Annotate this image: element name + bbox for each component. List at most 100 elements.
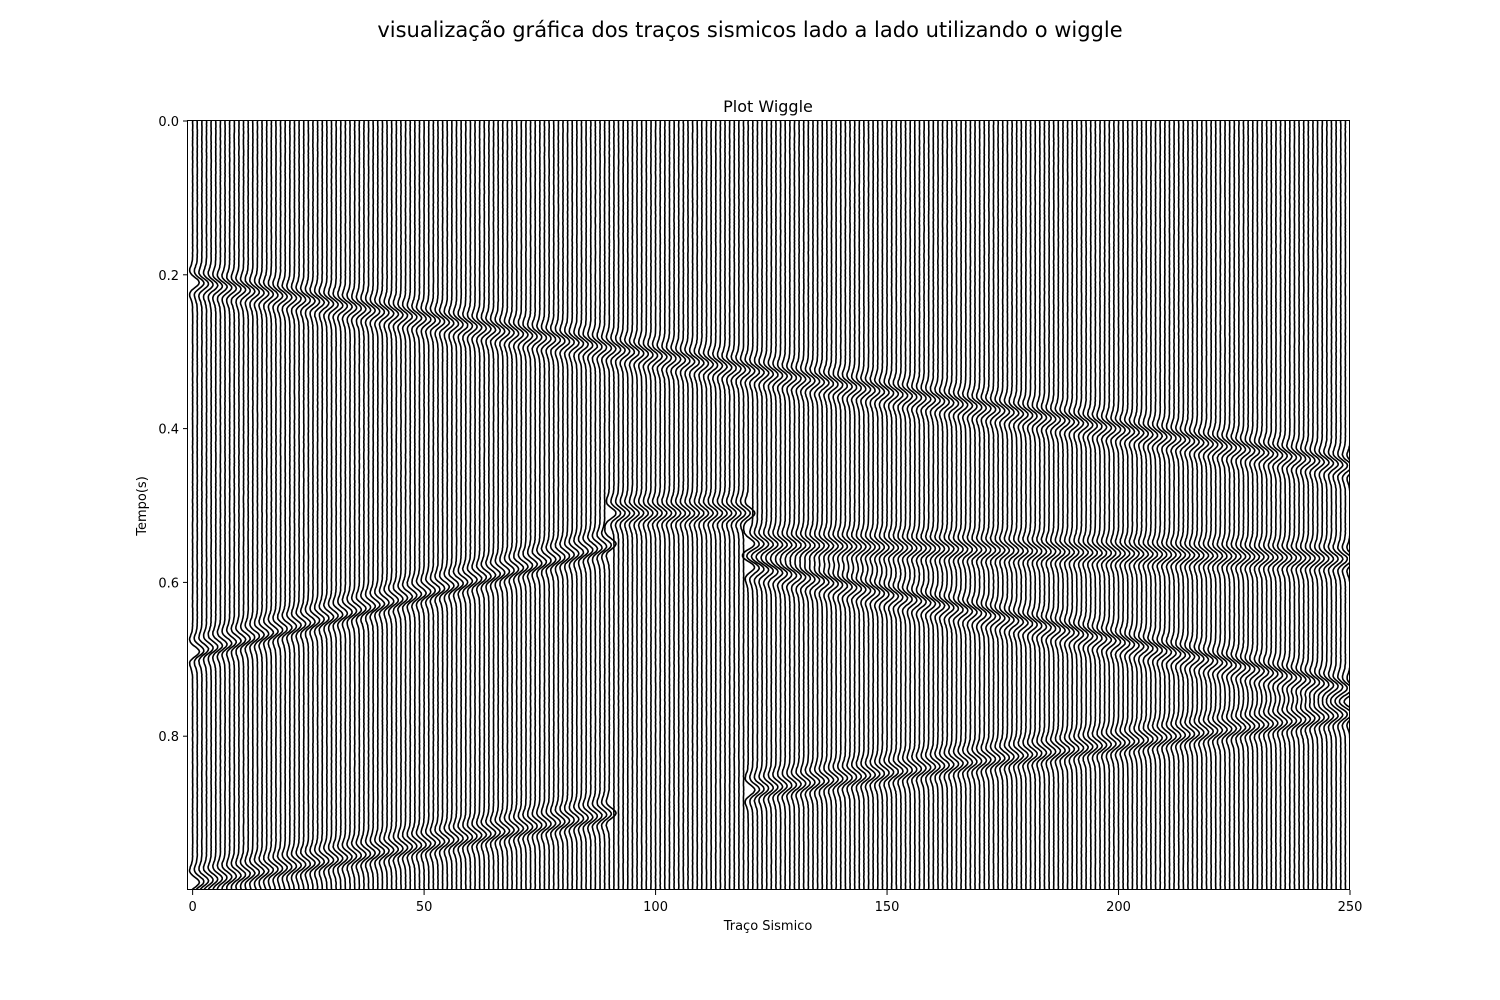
seismic-trace xyxy=(741,121,756,890)
seismic-trace xyxy=(952,121,964,890)
seismic-trace xyxy=(1193,121,1205,890)
seismic-trace xyxy=(855,121,867,890)
y-tick-label: 0.8 xyxy=(158,730,179,745)
x-tick-label: 200 xyxy=(1106,900,1131,915)
seismic-trace xyxy=(998,121,1011,890)
seismic-trace xyxy=(461,121,474,890)
seismic-trace xyxy=(383,121,395,890)
seismic-trace xyxy=(1054,121,1066,890)
seismic-trace xyxy=(610,121,622,890)
seismic-trace xyxy=(808,121,821,890)
seismic-trace xyxy=(508,121,520,890)
seismic-trace xyxy=(832,121,844,890)
seismic-trace xyxy=(760,121,775,890)
seismic-trace xyxy=(850,121,863,890)
seismic-trace xyxy=(1179,121,1192,890)
seismic-trace xyxy=(392,121,404,890)
seismic-trace xyxy=(276,121,289,890)
seismic-trace xyxy=(1031,121,1043,890)
seismic-trace xyxy=(1202,121,1215,890)
seismic-trace xyxy=(603,121,617,890)
seismic-trace xyxy=(679,121,691,890)
seismic-trace xyxy=(1105,121,1117,890)
seismic-trace xyxy=(660,121,673,890)
seismic-trace xyxy=(883,121,895,890)
seismic-trace xyxy=(755,121,770,890)
seismic-trace xyxy=(716,121,729,890)
seismic-trace xyxy=(725,121,738,890)
x-tick-label: 250 xyxy=(1338,900,1363,915)
seismic-trace xyxy=(475,121,488,890)
seismic-trace xyxy=(619,121,631,890)
seismic-trace xyxy=(789,121,803,890)
seismic-trace xyxy=(568,121,580,890)
y-axis: 0.0 0.2 0.4 0.6 0.8 xyxy=(158,115,188,745)
seismic-trace xyxy=(457,121,469,890)
seismic-trace xyxy=(318,121,330,890)
seismic-trace xyxy=(447,121,460,890)
seismic-trace xyxy=(517,121,529,890)
seismic-trace xyxy=(188,121,201,890)
seismic-trace xyxy=(600,121,613,890)
seismic-trace xyxy=(503,121,516,890)
seismic-trace xyxy=(471,121,483,890)
seismic-trace xyxy=(1184,121,1196,890)
seismic-trace xyxy=(1008,121,1020,890)
seismic-trace xyxy=(545,121,557,890)
seismic-trace xyxy=(309,121,321,890)
seismic-trace xyxy=(1299,121,1312,890)
seismic-trace xyxy=(915,121,928,890)
seismic-trace xyxy=(336,121,349,890)
seismic-trace xyxy=(1304,121,1316,890)
seismic-trace xyxy=(1211,121,1224,890)
seismic-trace xyxy=(670,121,682,890)
seismic-trace xyxy=(984,121,997,890)
seismic-trace xyxy=(1091,121,1104,890)
seismic-trace xyxy=(193,121,205,890)
seismic-trace xyxy=(1133,121,1145,890)
seismic-trace xyxy=(1160,121,1173,890)
seismic-trace xyxy=(540,121,552,890)
seismic-trace xyxy=(1137,121,1150,890)
seismic-trace xyxy=(1170,121,1182,890)
seismic-trace xyxy=(1225,121,1238,890)
seismic-trace xyxy=(253,121,266,890)
seismic-trace xyxy=(420,121,432,890)
seismic-trace xyxy=(434,121,446,890)
seismic-trace xyxy=(1262,121,1275,890)
seismic-trace xyxy=(688,121,701,890)
seismic-trace xyxy=(563,121,576,890)
seismic-trace xyxy=(244,121,256,890)
seismic-trace xyxy=(947,121,960,890)
seismic-trace xyxy=(1151,121,1164,890)
seismic-trace xyxy=(582,121,594,890)
seismic-trace xyxy=(327,121,340,890)
seismic-trace xyxy=(1234,121,1247,890)
seismic-trace xyxy=(197,121,210,890)
seismic-trace xyxy=(730,121,742,890)
seismic-trace xyxy=(322,121,335,890)
seismic-trace xyxy=(702,121,715,890)
seismic-trace xyxy=(697,121,710,890)
seismic-trace xyxy=(1221,121,1233,890)
seismic-trace xyxy=(674,121,687,890)
seismic-trace xyxy=(1035,121,1048,890)
seismic-trace xyxy=(285,121,298,890)
y-tick-label: 0.6 xyxy=(158,576,179,591)
seismic-trace xyxy=(341,121,353,890)
seismic-trace xyxy=(765,121,779,890)
seismic-trace xyxy=(355,121,367,890)
seismic-trace xyxy=(934,121,946,890)
seismic-trace xyxy=(1128,121,1140,890)
seismic-trace xyxy=(1072,121,1085,890)
seismic-trace xyxy=(489,121,502,890)
seismic-trace xyxy=(1308,121,1321,890)
x-axis: 0 50 100 150 200 250 xyxy=(188,890,1362,915)
seismic-trace xyxy=(1334,121,1349,890)
seismic-trace xyxy=(1022,121,1034,890)
seismic-trace xyxy=(721,121,733,890)
seismic-trace xyxy=(1049,121,1062,890)
seismic-trace xyxy=(522,121,534,890)
y-tick-label: 0.2 xyxy=(158,269,179,284)
